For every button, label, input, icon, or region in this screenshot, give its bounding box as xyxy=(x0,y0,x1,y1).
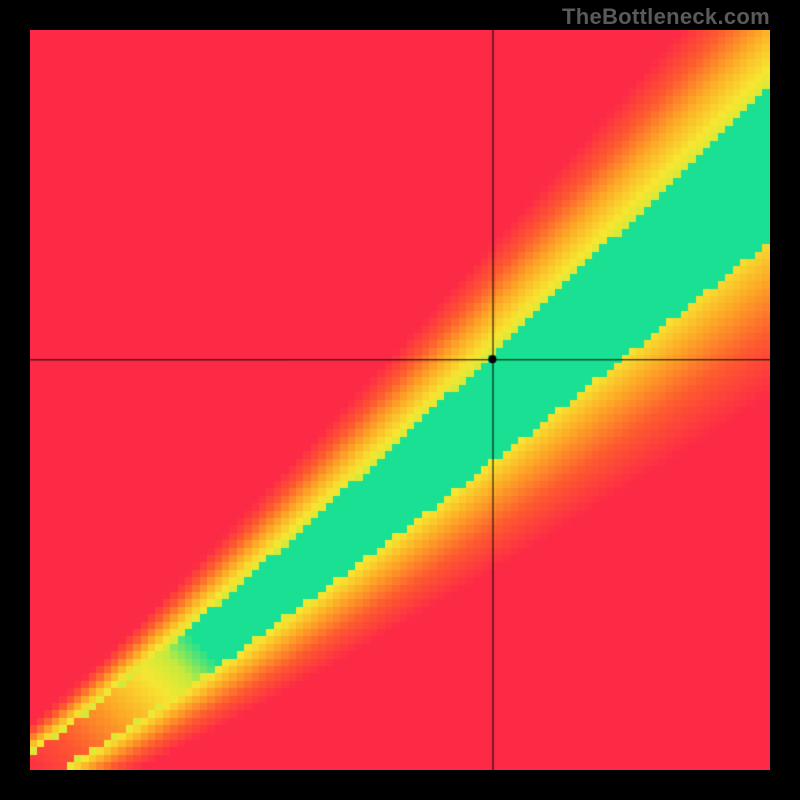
attribution-label: TheBottleneck.com xyxy=(562,4,770,30)
heatmap-chart xyxy=(30,30,770,770)
heatmap-canvas xyxy=(30,30,770,770)
